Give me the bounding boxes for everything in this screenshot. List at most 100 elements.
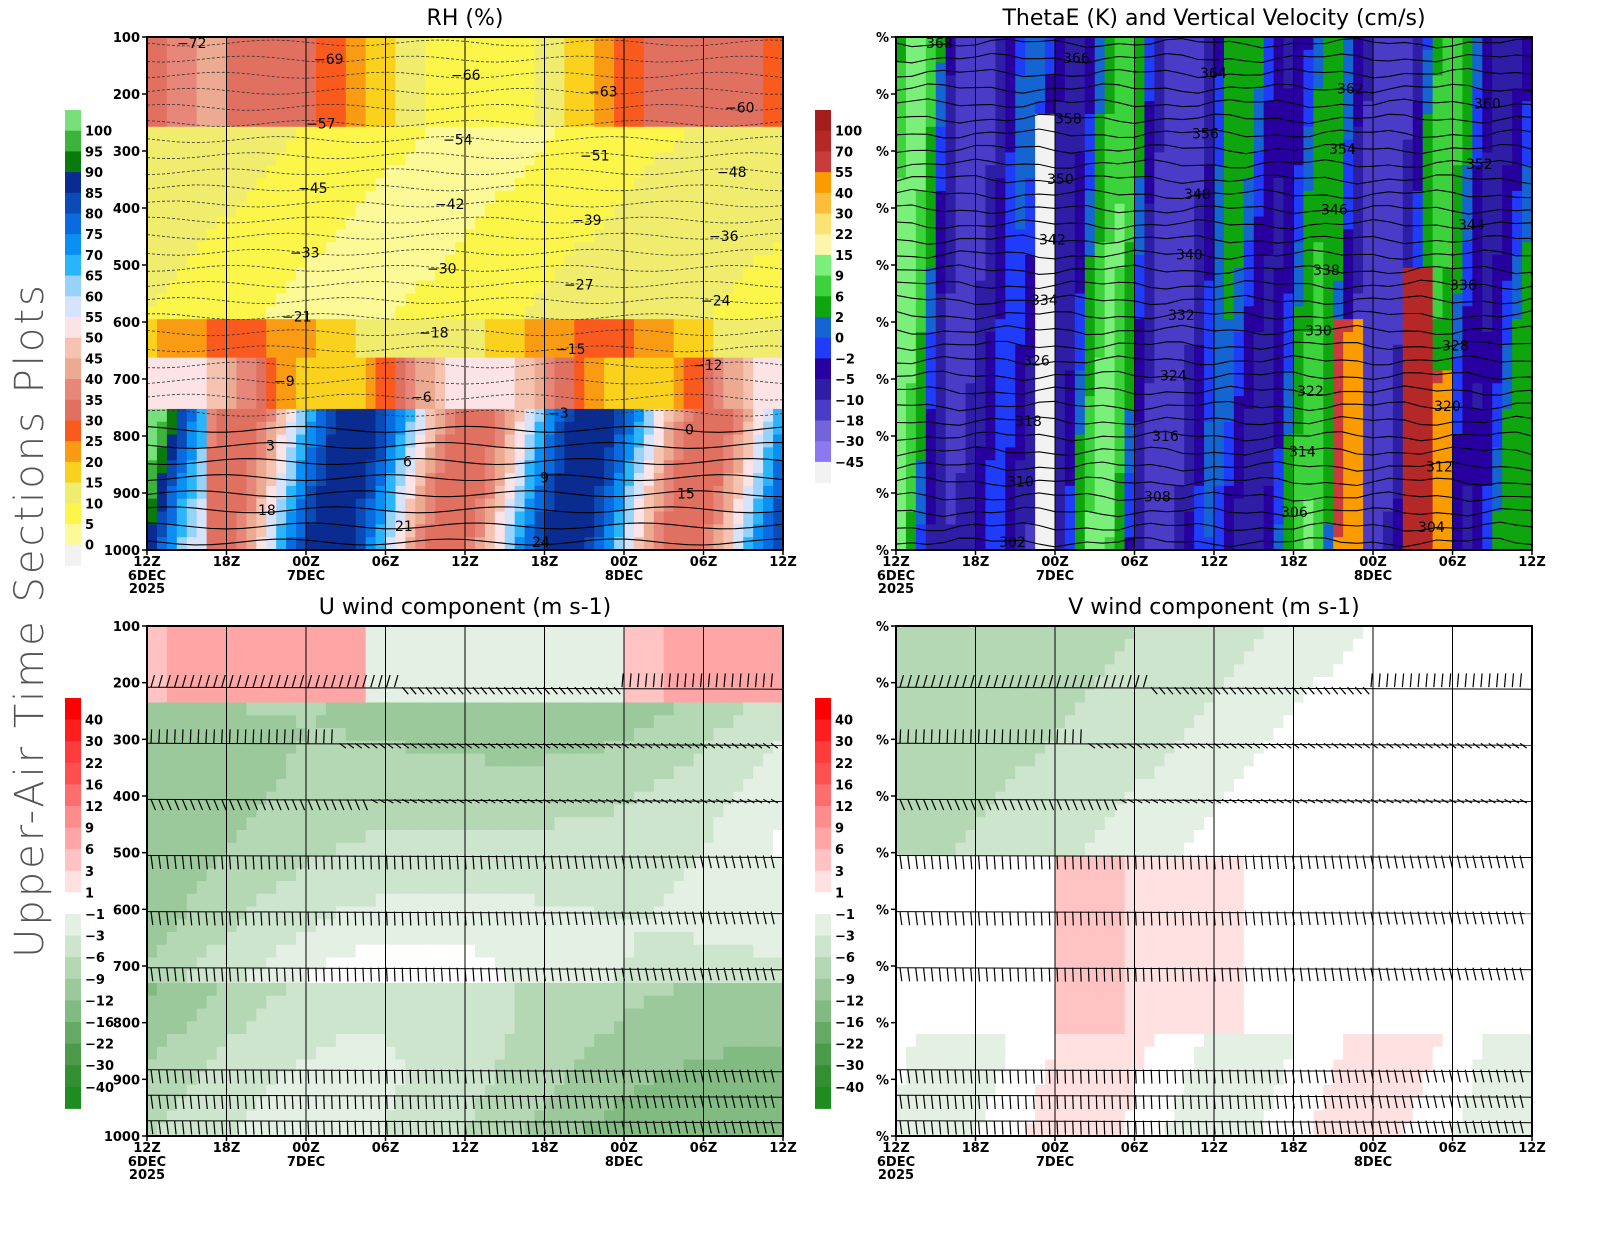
heatmap-cell xyxy=(315,485,327,500)
heatmap-cell xyxy=(1452,267,1464,282)
heatmap-cell xyxy=(1283,216,1295,230)
heatmap-cell xyxy=(474,229,486,243)
heatmap-cell xyxy=(1025,421,1036,436)
heatmap-cell xyxy=(1273,306,1285,320)
heatmap-cell xyxy=(1134,178,1146,192)
heatmap-cell xyxy=(1283,331,1295,346)
heatmap-cell xyxy=(435,447,446,461)
heatmap-cell xyxy=(494,216,506,230)
heatmap-cell xyxy=(1164,165,1175,179)
heatmap-cell xyxy=(147,178,158,192)
heatmap-cell xyxy=(216,280,228,295)
heatmap-cell xyxy=(216,255,228,269)
heatmap-cell xyxy=(753,190,764,205)
heatmap-cell xyxy=(643,434,655,448)
heatmap-cell xyxy=(524,229,536,243)
heatmap-cell xyxy=(574,537,585,551)
heatmap-cell xyxy=(445,293,456,307)
heatmap-cell xyxy=(286,511,297,525)
heatmap-cell xyxy=(753,460,764,474)
heatmap-cell xyxy=(276,396,287,410)
heatmap-cell xyxy=(935,152,947,166)
heatmap-cell xyxy=(896,396,907,410)
heatmap-cell xyxy=(1363,75,1374,89)
heatmap-cell xyxy=(554,370,565,384)
heatmap-cell xyxy=(1214,75,1225,89)
heatmap-cell xyxy=(465,49,476,64)
heatmap-cell xyxy=(1055,178,1066,192)
heatmap-cell xyxy=(1313,511,1324,525)
heatmap-cell xyxy=(286,331,297,346)
heatmap-cell xyxy=(915,447,927,461)
heatmap-cell xyxy=(385,344,397,359)
heatmap-cell xyxy=(1363,126,1374,141)
heatmap-cell xyxy=(1243,49,1255,64)
heatmap-cell xyxy=(226,421,238,436)
heatmap-cell xyxy=(1303,421,1314,436)
heatmap-cell xyxy=(1333,498,1344,513)
heatmap-cell xyxy=(425,408,436,423)
heatmap-cell xyxy=(1323,396,1334,410)
heatmap-cell xyxy=(1164,152,1175,166)
heatmap-cell xyxy=(1263,434,1275,448)
heatmap-cell xyxy=(1253,101,1265,115)
heatmap-cell xyxy=(534,75,546,89)
heatmap-cell xyxy=(1293,357,1305,372)
heatmap-cell xyxy=(1204,165,1215,179)
heatmap-cell xyxy=(1025,396,1036,410)
heatmap-cell xyxy=(663,524,675,538)
heatmap-cell xyxy=(1005,242,1016,256)
heatmap-cell xyxy=(1005,357,1016,372)
heatmap-cell xyxy=(584,75,595,89)
heatmap-cell xyxy=(534,357,546,372)
heatmap-cell xyxy=(693,62,705,77)
heatmap-cell xyxy=(614,203,625,218)
heatmap-cell xyxy=(1402,37,1414,51)
heatmap-cell xyxy=(594,113,605,128)
heatmap-cell xyxy=(1402,101,1414,115)
heatmap-cell xyxy=(1323,280,1334,295)
heatmap-cell xyxy=(206,126,218,141)
heatmap-cell xyxy=(1432,421,1444,436)
heatmap-cell xyxy=(584,370,595,384)
heatmap-cell xyxy=(624,460,635,474)
heatmap-cell xyxy=(1432,216,1444,230)
heatmap-cell xyxy=(1412,165,1424,179)
heatmap-cell xyxy=(1124,408,1136,423)
heatmap-cell xyxy=(405,101,416,115)
heatmap-cell xyxy=(773,447,784,461)
heatmap-cell xyxy=(1293,473,1305,487)
heatmap-cell xyxy=(216,447,228,461)
heatmap-cell xyxy=(1233,255,1245,269)
heatmap-cell xyxy=(905,383,917,397)
heatmap-cell xyxy=(504,190,516,205)
heatmap-cell xyxy=(1094,434,1106,448)
heatmap-cell xyxy=(534,434,546,448)
heatmap-cell xyxy=(965,62,977,77)
heatmap-cell xyxy=(1293,511,1305,525)
heatmap-cell xyxy=(975,498,987,513)
heatmap-cell xyxy=(425,357,436,372)
heatmap-cell xyxy=(325,113,337,128)
heatmap-cell xyxy=(256,408,267,423)
heatmap-cell xyxy=(504,280,516,295)
heatmap-cell xyxy=(365,49,377,64)
heatmap-cell xyxy=(965,267,977,282)
heatmap-cell xyxy=(1164,344,1175,359)
heatmap-cell xyxy=(1064,319,1076,333)
heatmap-cell xyxy=(1174,37,1185,51)
heatmap-cell xyxy=(504,37,516,51)
heatmap-cell xyxy=(743,434,754,448)
heatmap-cell xyxy=(415,421,426,436)
heatmap-cell xyxy=(1094,408,1106,423)
heatmap-cell xyxy=(226,498,238,513)
heatmap-cell xyxy=(226,242,238,256)
heatmap-cell xyxy=(1283,255,1295,269)
heatmap-cell xyxy=(1045,498,1056,513)
heatmap-cell xyxy=(1243,62,1255,77)
heatmap-cell xyxy=(1025,460,1036,474)
heatmap-cell xyxy=(425,473,436,487)
heatmap-cell xyxy=(345,396,357,410)
heatmap-cell xyxy=(415,434,426,448)
heatmap-cell xyxy=(465,524,476,538)
